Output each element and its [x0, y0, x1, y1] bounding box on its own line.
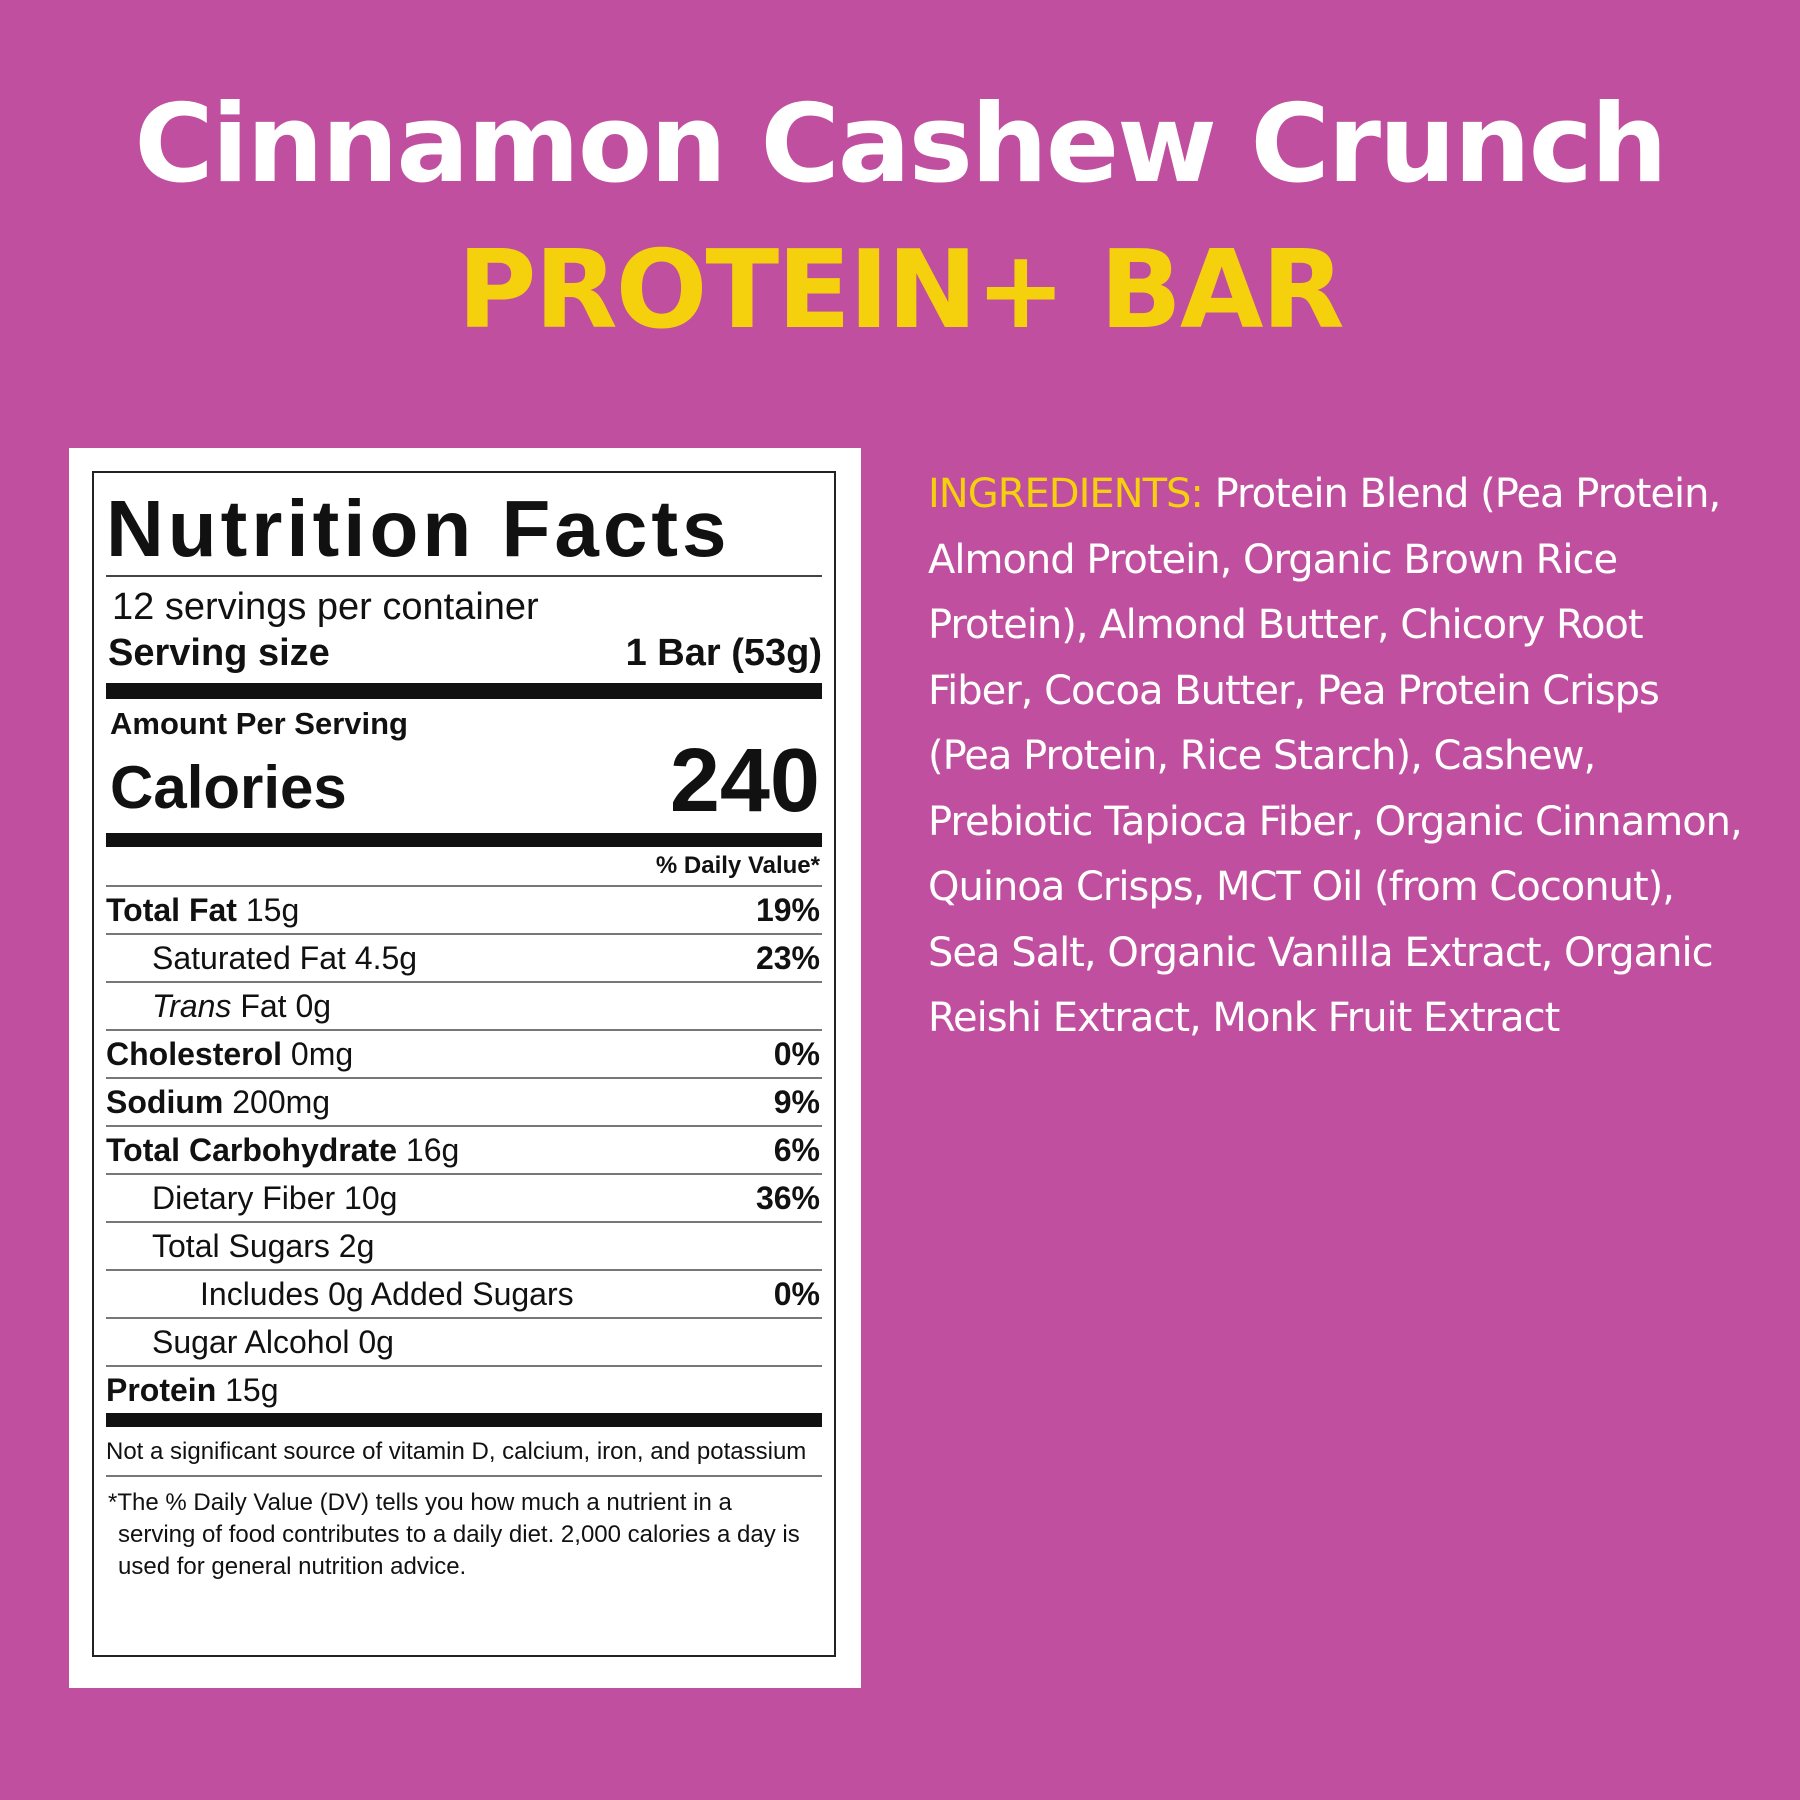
- dv-header: % Daily Value*: [106, 847, 822, 887]
- ingredients: INGREDIENTS: Protein Blend (Pea Protein,…: [928, 462, 1748, 1052]
- nutrient-dv: 23%: [755, 940, 820, 976]
- divider: [106, 683, 822, 699]
- nutrient-amount: 10g: [344, 1180, 398, 1216]
- footnote-dv: *The % Daily Value (DV) tells you how mu…: [108, 1489, 800, 1580]
- ingredients-label: INGREDIENTS:: [928, 471, 1204, 517]
- nutrient-row: Sodium 200mg 9%: [106, 1079, 822, 1127]
- nutrient-amount: 0g: [358, 1324, 394, 1360]
- nutrient-dv: 0%: [773, 1276, 820, 1312]
- nutrient-dv: 0%: [773, 1036, 820, 1072]
- nutrient-amount: 200mg: [232, 1084, 331, 1120]
- divider: [106, 1413, 822, 1427]
- nutrient-name: Saturated Fat: [152, 940, 346, 976]
- nutrition-heading: Nutrition Facts: [106, 483, 822, 577]
- nutrient-amount: 15g: [225, 1372, 279, 1408]
- nutrient-name: Fat: [240, 988, 287, 1024]
- nutrient-dv: 9%: [773, 1084, 820, 1120]
- nutrient-amount: 0mg: [290, 1036, 354, 1072]
- nutrient-row: Saturated Fat 4.5g 23%: [106, 935, 822, 983]
- footnote-vitamins: Not a significant source of vitamin D, c…: [106, 1427, 822, 1477]
- nutrient-amount: 0g: [295, 988, 332, 1024]
- nutrient-dv: 19%: [755, 892, 820, 928]
- nutrient-dv: 6%: [773, 1132, 820, 1168]
- divider: [106, 833, 822, 847]
- nutrient-row: Includes 0g Added Sugars 0%: [106, 1271, 822, 1319]
- nutrient-name: Sodium: [106, 1084, 224, 1120]
- nutrient-dv: 36%: [755, 1180, 820, 1216]
- serving-size-row: Serving size 1 Bar (53g): [106, 629, 822, 683]
- nutrient-row: Protein 15g: [106, 1367, 822, 1413]
- calories-label: Calories: [110, 754, 347, 821]
- nutrient-name: Cholesterol: [106, 1036, 283, 1072]
- nutrient-row: Sugar Alcohol 0g: [106, 1319, 822, 1367]
- nutrient-row: Total Fat 15g 19%: [106, 887, 822, 935]
- nutrient-name: Protein: [106, 1372, 217, 1408]
- nutrient-name: Dietary Fiber: [152, 1180, 336, 1216]
- nutrition-box: Nutrition Facts 12 servings per containe…: [92, 471, 836, 1657]
- ingredients-text: Protein Blend (Pea Protein, Almond Prote…: [928, 471, 1743, 1041]
- nutrient-name: Total Sugars: [152, 1228, 330, 1264]
- product-title: Cinnamon Cashew Crunch: [134, 82, 1667, 207]
- calories-row: Calories 240: [106, 731, 822, 833]
- nutrient-name: Sugar Alcohol: [152, 1324, 350, 1360]
- nutrient-name: Total Fat: [106, 892, 237, 928]
- nutrient-name: Total Carbohydrate: [106, 1132, 397, 1168]
- servings: 12 servings per container: [112, 586, 539, 628]
- nutrient-row: Trans Fat 0g: [106, 983, 822, 1031]
- serving-size: 1 Bar (53g): [625, 632, 822, 674]
- amount-per-serving: Amount Per Serving: [110, 706, 408, 741]
- nutrient-row: Dietary Fiber 10g 36%: [106, 1175, 822, 1223]
- nutrient-amount: 4.5g: [354, 940, 418, 976]
- nutrient-name: Includes 0g Added Sugars: [200, 1276, 574, 1312]
- nutrient-row: Cholesterol 0mg 0%: [106, 1031, 822, 1079]
- nutrient-name-italic: Trans: [152, 988, 232, 1024]
- serving-size-label: Serving size: [108, 632, 330, 674]
- nutrient-amount: 16g: [405, 1132, 460, 1168]
- nutrition-label: Nutrition Facts 12 servings per containe…: [69, 448, 861, 1688]
- nutrient-row: Total Carbohydrate 16g 6%: [106, 1127, 822, 1175]
- calories: 240: [669, 731, 820, 831]
- nutrient-rows: Total Fat 15g 19% Saturated Fat 4.5g 23% T…: [106, 887, 822, 1413]
- nutrient-amount: 15g: [245, 892, 300, 928]
- nutrient-amount: 2g: [338, 1228, 375, 1264]
- nutrient-row: Total Sugars 2g: [106, 1223, 822, 1271]
- product-subtitle: PROTEIN+ BAR: [457, 228, 1344, 353]
